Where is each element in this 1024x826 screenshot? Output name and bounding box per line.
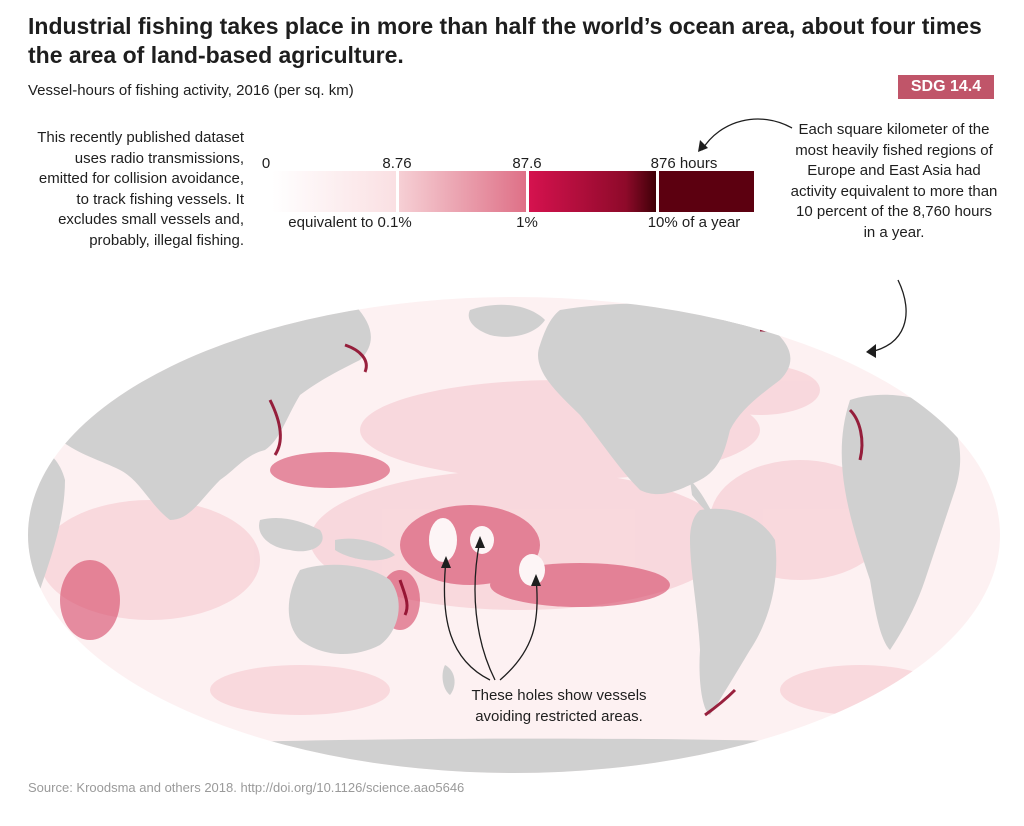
restricted-areas-note: These holes show vessels avoiding restri…	[471, 687, 647, 725]
map-subtitle: Vessel-hours of fishing activity, 2016 (…	[28, 82, 354, 99]
legend-segment-2	[398, 171, 528, 212]
legend-label-0-1: equivalent to 0.1%	[288, 214, 412, 231]
sdg-badge: SDG 14.4	[898, 75, 994, 99]
legend-separator	[656, 171, 659, 212]
legend-label-1: 1%	[516, 214, 538, 231]
land-africa-east	[841, 394, 961, 650]
land-maritime-se-asia	[259, 518, 323, 552]
land-new-guinea	[335, 538, 395, 561]
arrow-to-colorbar	[701, 118, 793, 151]
legend-segment-1	[272, 171, 398, 212]
land-new-zealand	[442, 665, 455, 695]
land-north-america	[538, 303, 791, 495]
legend-segment-4	[658, 171, 754, 212]
arrow-hole-1	[443, 559, 491, 681]
legend-tick-876: 876 hours	[650, 155, 718, 172]
legend-separator	[396, 171, 399, 212]
dataset-note: This recently published dataset uses rad…	[37, 129, 244, 249]
legend-separator	[526, 171, 529, 212]
arrow-heads	[441, 140, 876, 586]
page-title: Industrial fishing takes place in more t…	[28, 13, 982, 68]
arrow-to-east-asia	[869, 279, 907, 353]
land-central-america	[690, 480, 712, 513]
land-alaska	[468, 304, 545, 337]
legend-tick-8-76: 8.76	[382, 155, 412, 172]
land-europe	[848, 297, 950, 352]
arrow-hole-3	[499, 577, 538, 681]
land-antarctica	[150, 738, 880, 773]
legend-tick-87-6: 87.6	[512, 155, 542, 172]
europe-east-asia-note: Each square kilometer of the most heavil…	[790, 121, 998, 241]
legend-tick-0: 0	[261, 155, 271, 172]
legend-label-10: 10% of a year	[647, 214, 741, 231]
legend-colorbar	[272, 171, 754, 212]
legend-segment-3	[528, 171, 658, 212]
land-south-america	[690, 508, 777, 715]
source-citation: Source: Kroodsma and others 2018. http:/…	[28, 780, 465, 795]
annotation-arrows	[443, 118, 907, 681]
land-australia	[288, 564, 399, 655]
arrow-hole-2	[474, 539, 496, 681]
